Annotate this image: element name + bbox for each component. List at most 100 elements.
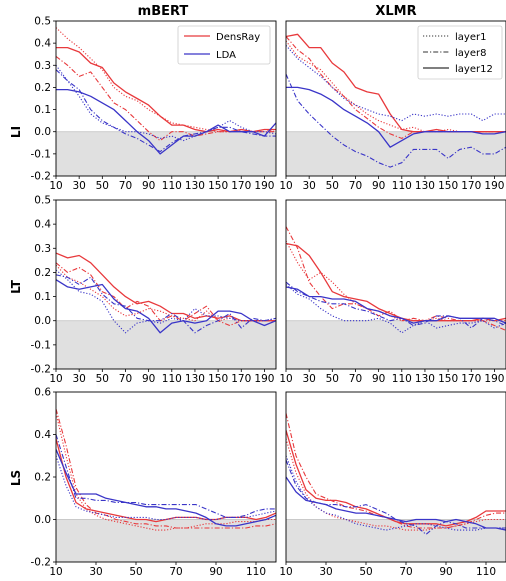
y-tick-label-lt-mbert: 0.3 xyxy=(34,243,51,255)
series-group-ls-xlmr xyxy=(286,413,506,535)
y-tick-label-lt-mbert: 0.0 xyxy=(34,315,51,327)
series-group-lt-mbert xyxy=(56,252,276,334)
plot-frame-li-mbert xyxy=(55,20,277,177)
series-lda-layer1-ls-xlmr xyxy=(286,455,506,531)
legend-label-layer12: layer12 xyxy=(455,64,493,75)
x-tick-label-ls-xlmr-10: 10 xyxy=(279,566,292,578)
series-lda-layer12-ls-mbert xyxy=(56,449,276,527)
series-densray-layer1-ls-mbert xyxy=(56,413,276,531)
series-group-lt-xlmr xyxy=(286,226,506,334)
legend-label-lda: LDA xyxy=(216,50,236,61)
series-lda-layer8-lt-xlmr xyxy=(286,281,506,329)
x-tick-label-lt-mbert-30: 30 xyxy=(72,373,85,385)
series-lda-layer1-lt-mbert xyxy=(56,269,276,334)
series-lda-layer12-lt-mbert xyxy=(56,279,276,334)
row-label-ls: LS xyxy=(9,470,23,486)
negative-region-li-mbert xyxy=(56,131,276,176)
x-tick-label-lt-xlmr-130: 130 xyxy=(415,373,435,385)
y-tick-label-li-mbert: 0.3 xyxy=(34,60,51,72)
panel-ls-xlmr: 10 30 50 70 90 110 xyxy=(279,391,506,578)
y-tick-label-ls-mbert: -0.2 xyxy=(31,557,52,569)
x-tick-label-li-xlmr-90: 90 xyxy=(372,180,385,192)
y-tick-label-li-mbert: 0.4 xyxy=(34,38,51,50)
x-tick-label-li-mbert-30: 30 xyxy=(72,180,85,192)
x-tick-label-lt-mbert-70: 70 xyxy=(119,373,132,385)
series-densray-layer1-lt-xlmr xyxy=(286,240,506,322)
row-label-li: LI xyxy=(9,126,23,138)
y-tick-label-lt-mbert: -0.2 xyxy=(31,364,52,376)
series-group-li-xlmr xyxy=(286,33,506,168)
layer-legend-box xyxy=(417,25,503,80)
plot-frame-lt-mbert xyxy=(55,199,277,370)
x-tick-label-li-mbert-50: 50 xyxy=(96,180,109,192)
series-densray-layer12-ls-xlmr xyxy=(286,430,506,527)
x-tick-label-lt-mbert-190: 190 xyxy=(254,373,274,385)
y-tick-label-li-mbert: 0.2 xyxy=(34,82,51,94)
x-tick-label-lt-mbert-130: 130 xyxy=(185,373,205,385)
x-tick-label-li-mbert-190: 190 xyxy=(254,180,274,192)
negative-region-ls-xlmr xyxy=(286,519,506,562)
legend-label-layer8: layer8 xyxy=(455,48,486,59)
series-densray-layer12-lt-xlmr xyxy=(286,242,506,322)
legend-label-densray: DensRay xyxy=(216,32,260,43)
x-tick-label-lt-xlmr-10: 10 xyxy=(279,373,292,385)
plot-frame-li-xlmr xyxy=(285,20,506,177)
x-tick-label-lt-mbert-10: 10 xyxy=(49,373,62,385)
panel-lt-xlmr: 10 30 50 70 90 110 130 150 170 190 xyxy=(279,199,506,385)
series-densray-layer8-lt-xlmr xyxy=(286,226,506,331)
y-tick-label-lt-mbert: 0.4 xyxy=(34,219,51,231)
y-tick-label-li-mbert: 0.5 xyxy=(34,16,51,28)
series-densray-layer12-ls-mbert xyxy=(56,438,276,523)
plot-frame-lt-xlmr xyxy=(285,199,506,370)
series-lda-layer12-ls-xlmr xyxy=(286,476,506,531)
series-densray-layer1-lt-mbert xyxy=(56,264,276,322)
y-tick-label-lt-mbert: 0.5 xyxy=(34,195,51,207)
series-lda-layer1-ls-mbert xyxy=(56,455,276,521)
x-tick-label-lt-xlmr-190: 190 xyxy=(484,373,504,385)
x-tick-label-li-xlmr-110: 110 xyxy=(392,180,412,192)
x-tick-label-lt-xlmr-90: 90 xyxy=(372,373,385,385)
legend-label-layer1: layer1 xyxy=(455,32,486,43)
x-tick-label-ls-mbert-90: 90 xyxy=(209,566,222,578)
x-tick-label-ls-xlmr-50: 50 xyxy=(359,566,372,578)
model-legend: DensRay LDA xyxy=(177,25,271,65)
x-tick-label-ls-xlmr-90: 90 xyxy=(439,566,452,578)
layer-legend: layer1 layer8 layer12 xyxy=(417,25,503,80)
x-tick-label-ls-mbert-10: 10 xyxy=(49,566,62,578)
negative-region-li-xlmr xyxy=(286,131,506,176)
x-tick-label-li-xlmr-170: 170 xyxy=(461,180,481,192)
series-densray-layer8-ls-xlmr xyxy=(286,413,506,529)
series-lda-layer12-li-xlmr xyxy=(286,86,506,148)
y-tick-label-lt-mbert: 0.2 xyxy=(34,267,51,279)
x-tick-label-ls-xlmr-70: 70 xyxy=(399,566,412,578)
series-lda-layer1-lt-xlmr xyxy=(286,284,506,334)
y-tick-label-ls-mbert: 0.6 xyxy=(34,387,51,399)
x-tick-label-li-xlmr-130: 130 xyxy=(415,180,435,192)
y-tick-label-ls-mbert: 0.4 xyxy=(34,429,51,441)
x-tick-label-li-xlmr-10: 10 xyxy=(279,180,292,192)
x-tick-label-li-mbert-70: 70 xyxy=(119,180,132,192)
x-tick-label-li-mbert-130: 130 xyxy=(185,180,205,192)
y-tick-label-li-mbert: -0.2 xyxy=(31,171,52,183)
x-tick-label-li-xlmr-190: 190 xyxy=(484,180,504,192)
x-tick-label-li-mbert-10: 10 xyxy=(49,180,62,192)
x-tick-label-ls-xlmr-30: 30 xyxy=(319,566,332,578)
x-tick-label-li-mbert-90: 90 xyxy=(142,180,155,192)
panel-li-xlmr: 10 30 50 70 90 110 130 150 170 190 xyxy=(279,20,506,192)
x-tick-label-ls-xlmr-110: 110 xyxy=(476,566,496,578)
series-densray-layer1-li-xlmr xyxy=(286,40,506,133)
x-tick-label-lt-xlmr-30: 30 xyxy=(302,373,315,385)
x-tick-label-lt-xlmr-170: 170 xyxy=(461,373,481,385)
series-lda-layer12-li-mbert xyxy=(56,88,276,155)
series-lda-layer12-lt-xlmr xyxy=(286,286,506,324)
x-tick-label-lt-xlmr-70: 70 xyxy=(349,373,362,385)
x-tick-label-li-mbert-150: 150 xyxy=(208,180,228,192)
x-tick-label-li-xlmr-70: 70 xyxy=(349,180,362,192)
x-tick-label-li-xlmr-50: 50 xyxy=(326,180,339,192)
x-tick-label-li-mbert-170: 170 xyxy=(231,180,251,192)
y-tick-label-li-mbert: 0.1 xyxy=(34,104,51,116)
plots: 10 30 50 70 90 110 130 150 170 190-0.2-0.10.00.10… xyxy=(31,16,506,578)
y-tick-label-lt-mbert: -0.1 xyxy=(31,339,52,351)
series-lda-layer8-ls-mbert xyxy=(56,434,276,518)
